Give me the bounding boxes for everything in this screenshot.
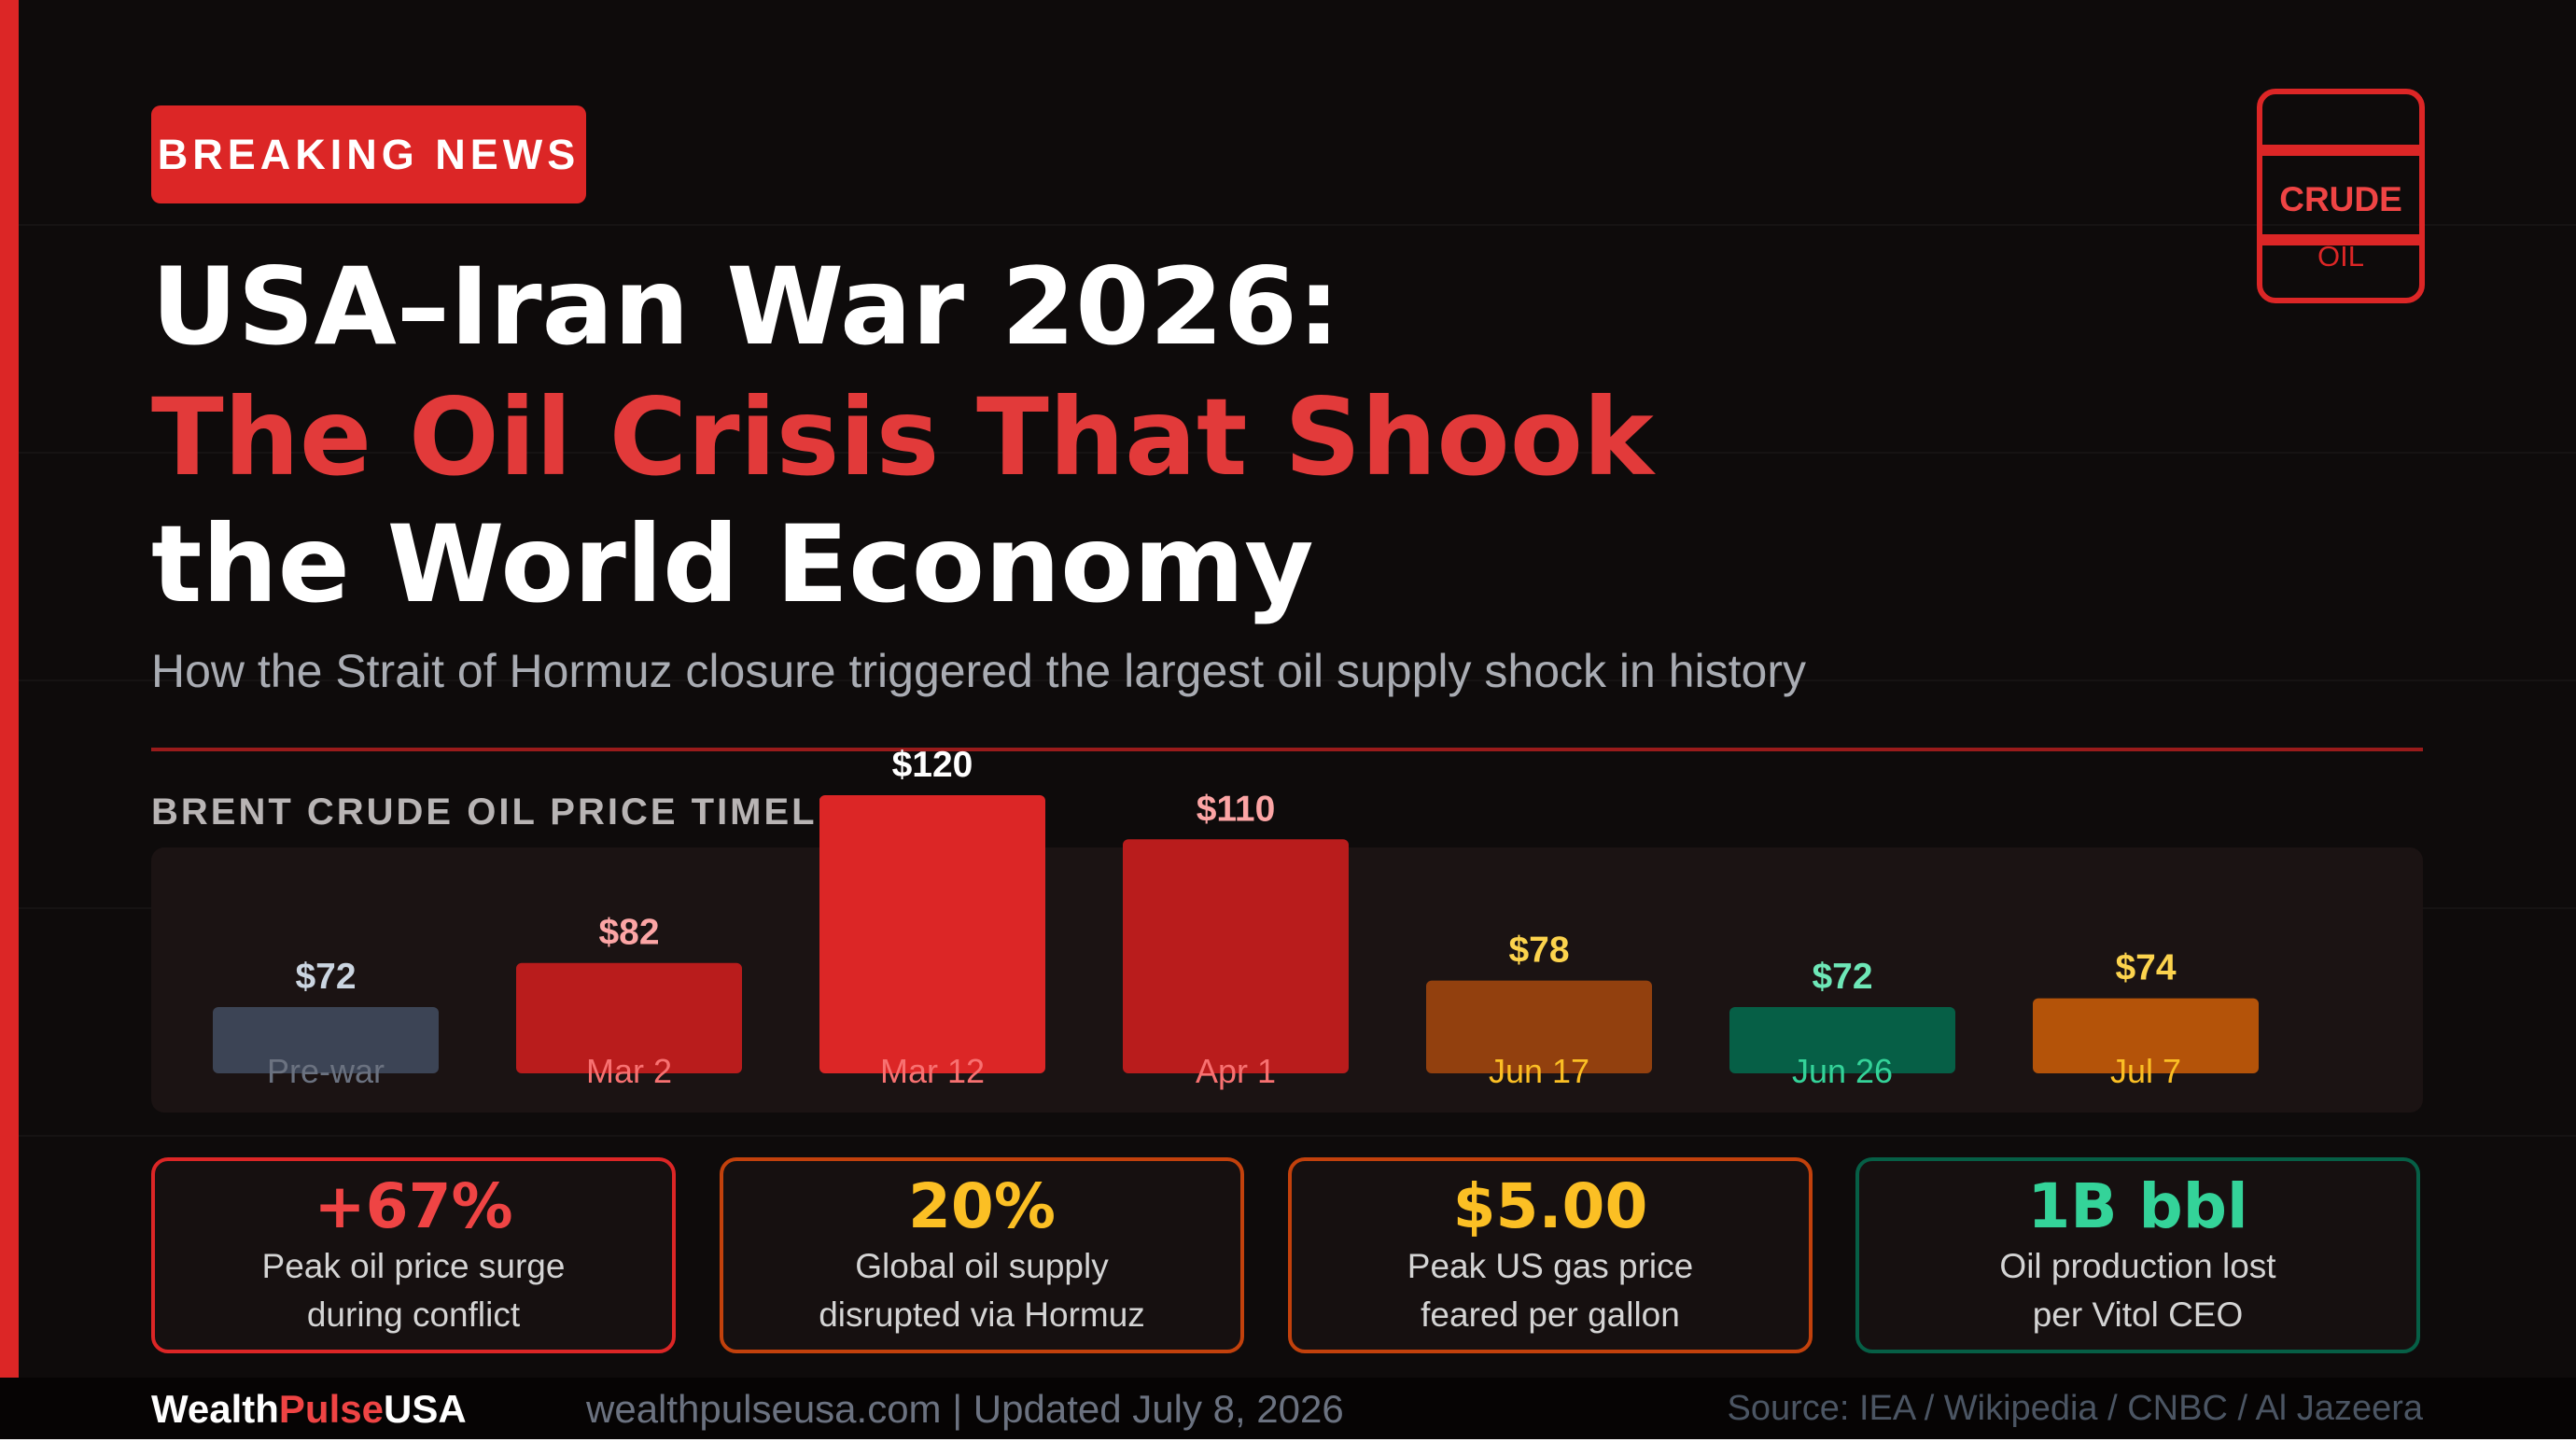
accent-stripe [0,0,19,1378]
stat-card: +67% Peak oil price surge during conflict [151,1157,676,1353]
section-divider [151,748,2423,751]
source-credit: Source: IEA / Wikipedia / CNBC / Al Jaze… [1727,1389,2423,1428]
bar-mar-12 [819,795,1045,1073]
bar-category-label: Pre-war [267,1052,385,1090]
stat-card: 1B bbl Oil production lost per Vitol CEO [1855,1157,2420,1353]
brand-logo: WealthPulseUSA [151,1387,467,1432]
stat-value: +67% [314,1170,513,1242]
stat-description: Oil production lost [1999,1247,2276,1285]
barrel-label-crude: CRUDE [2279,180,2402,218]
bar-category-label: Jun 26 [1792,1052,1893,1090]
stat-value: 20% [908,1170,1056,1242]
headline-line-1: USA–Iran War 2026: [151,245,1340,369]
subtitle: How the Strait of Hormuz closure trigger… [151,645,1806,697]
barrel-band [2262,145,2419,156]
footer: WealthPulseUSA wealthpulseusa.com | Upda… [0,1378,2576,1439]
brand-part-1: Wealth [151,1387,279,1431]
stat-description: disrupted via Hormuz [819,1295,1145,1334]
oil-barrel-icon: CRUDE OIL [2257,89,2425,303]
headline-line-2: The Oil Crisis That Shook [151,375,1654,499]
bar-value-label: $78 [1508,931,1569,971]
bar-jun-26 [1729,1007,1955,1073]
bar-mar-2 [516,962,742,1073]
bar-category-label: Jun 17 [1489,1052,1589,1090]
stat-description: feared per gallon [1421,1295,1680,1334]
bar-jun-17 [1426,980,1652,1073]
stat-card: $5.00 Peak US gas price feared per gallon [1288,1157,1813,1353]
bar-value-label: $72 [295,957,356,997]
bar-pre-war [213,1007,439,1073]
chart-title: BRENT CRUDE OIL PRICE TIMELINE [151,791,889,833]
bar-value-label: $110 [1197,789,1276,829]
stat-description: during conflict [306,1295,521,1334]
bar-apr-1 [1123,839,1349,1073]
headline-line-3: the World Economy [151,502,1314,626]
bar-category-label: Apr 1 [1196,1052,1276,1090]
breaking-news-badge: BREAKING NEWS [151,105,586,203]
bar-jul-7 [2033,998,2259,1073]
site-and-update: wealthpulseusa.com | Updated July 8, 202… [586,1387,1344,1431]
stat-description: Peak oil price surge [261,1247,566,1285]
bar-value-label: $72 [1812,957,1872,997]
stat-value: 1B bbl [2027,1170,2248,1242]
stat-value: $5.00 [1452,1170,1648,1242]
bar-value-label: $120 [892,745,973,785]
bar-category-label: Mar 12 [880,1052,985,1090]
barrel-label-oil: OIL [2317,240,2364,273]
stat-description: Peak US gas price [1407,1247,1694,1285]
stat-description: Global oil supply [855,1247,1109,1285]
bar-value-label: $74 [2115,948,2176,988]
stat-description: per Vitol CEO [2032,1295,2244,1334]
brand-part-2: Pulse [278,1387,384,1431]
barrel-band [2262,234,2419,245]
brand-part-3: USA [383,1387,467,1431]
bar-category-label: Jul 7 [2110,1052,2181,1090]
stat-card: 20% Global oil supply disrupted via Hormuz [720,1157,1244,1353]
bar-category-label: Mar 2 [586,1052,672,1090]
bar-value-label: $82 [598,913,659,953]
